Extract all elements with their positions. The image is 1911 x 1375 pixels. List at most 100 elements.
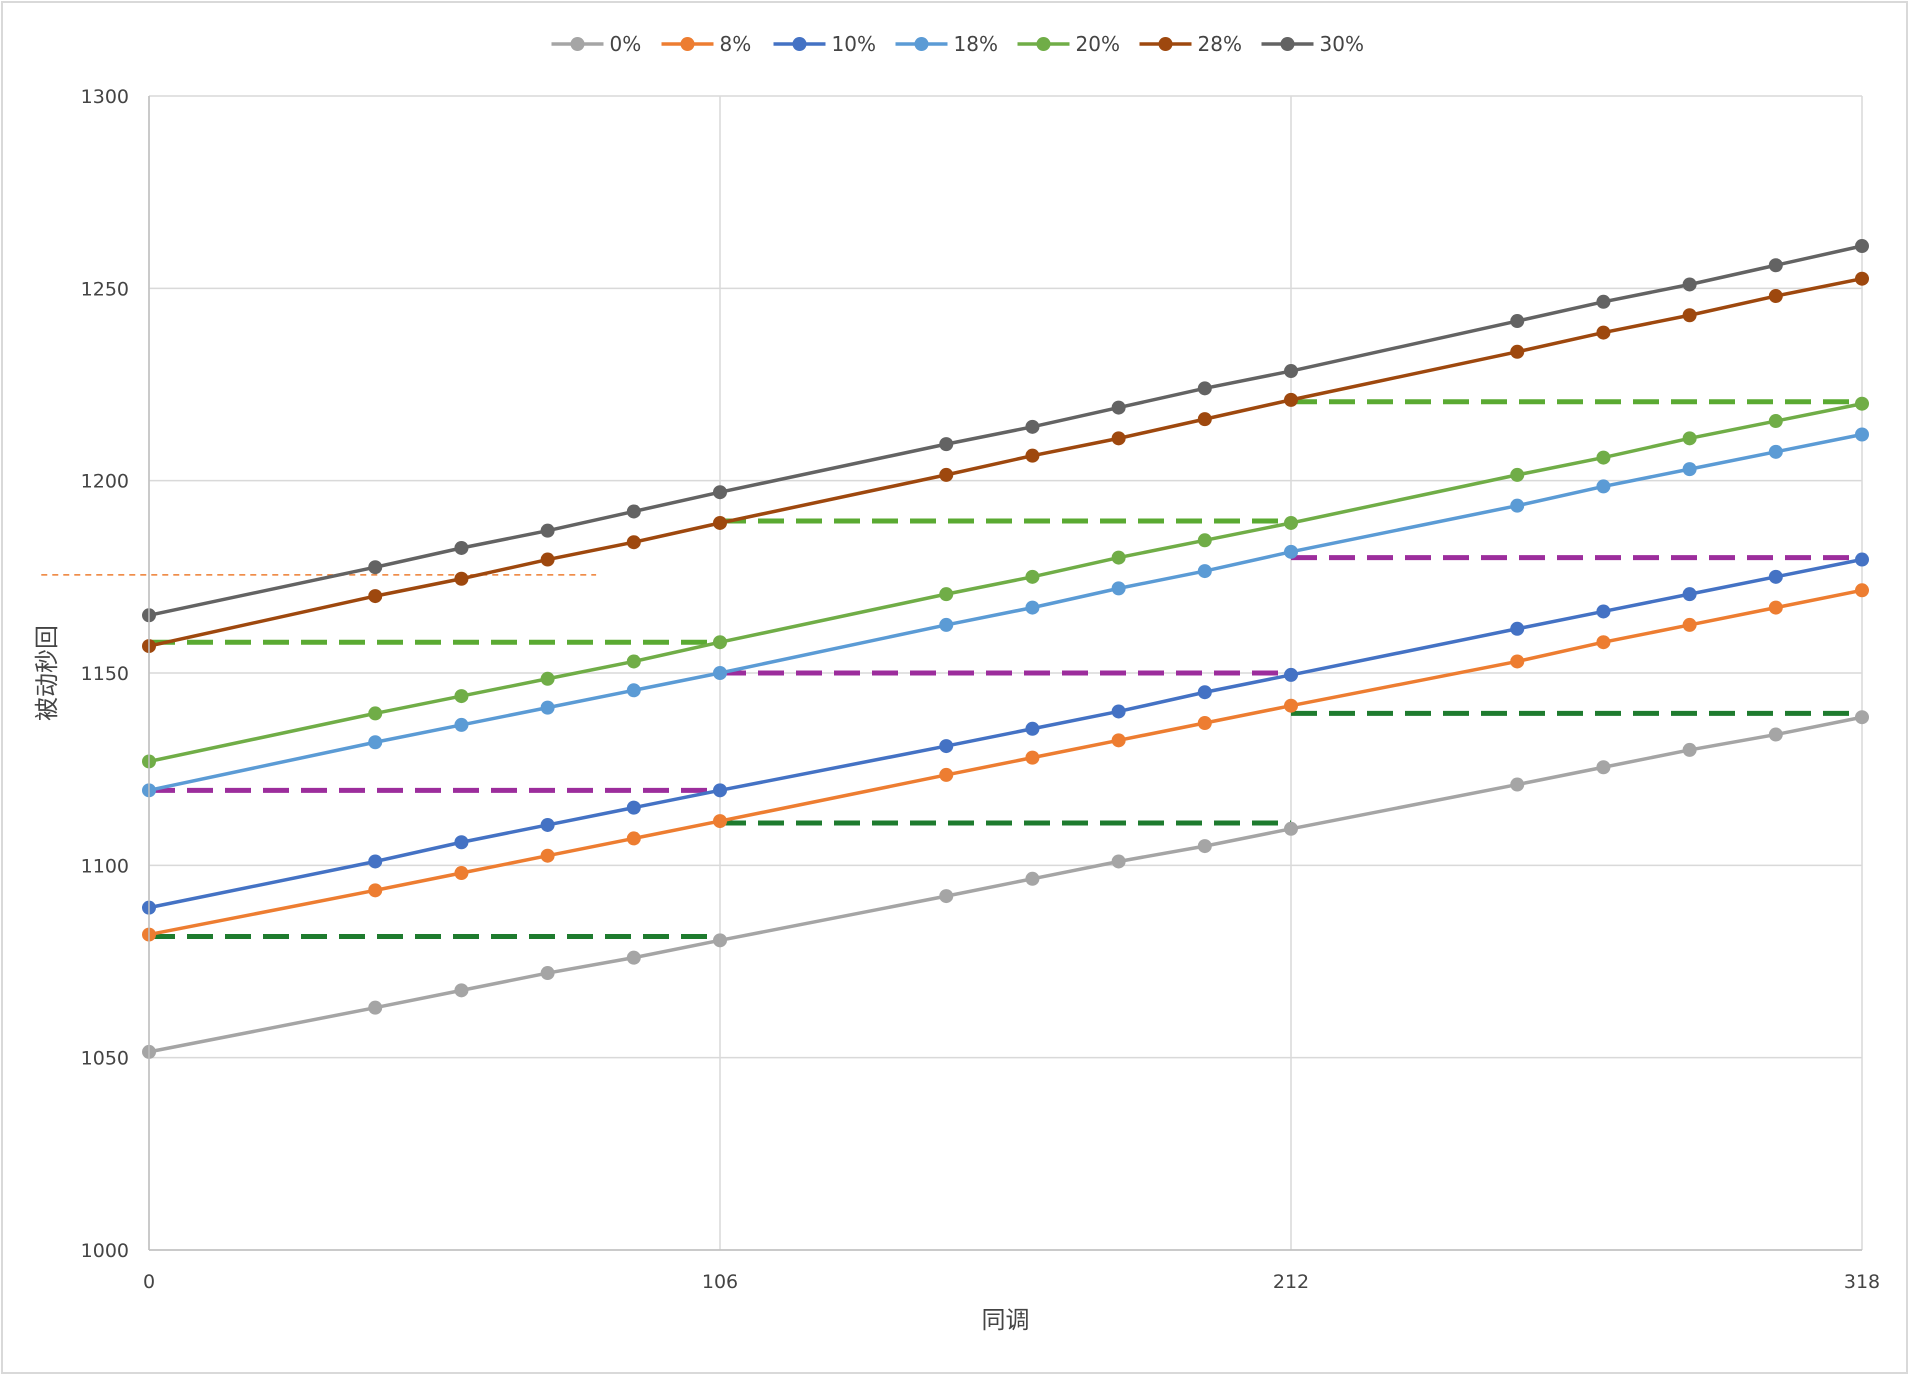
- x-tick-label: 212: [1273, 1271, 1309, 1293]
- data-point: [1596, 635, 1611, 650]
- data-point: [1682, 617, 1697, 632]
- data-point: [1682, 587, 1697, 602]
- data-point: [1510, 621, 1525, 636]
- data-point: [1111, 581, 1126, 596]
- data-point: [1596, 325, 1611, 340]
- y-axis-title: 被动秒回: [33, 625, 61, 721]
- series-line: [148, 588, 1863, 937]
- data-point: [626, 504, 641, 519]
- legend-label: 20%: [1076, 32, 1120, 56]
- data-point: [939, 437, 954, 452]
- data-point: [1111, 704, 1126, 719]
- legend-swatch-marker: [680, 37, 695, 51]
- data-point: [1768, 569, 1783, 584]
- y-tick-label: 1100: [81, 855, 129, 877]
- data-point: [626, 654, 641, 669]
- data-point: [1025, 600, 1040, 615]
- data-point: [1510, 344, 1525, 359]
- series-line: [148, 402, 1863, 764]
- data-point: [1596, 604, 1611, 619]
- data-point: [540, 848, 555, 863]
- legend-label: 30%: [1320, 32, 1364, 56]
- series-18%: [142, 427, 1869, 798]
- data-point: [1855, 710, 1869, 725]
- data-point: [1855, 271, 1869, 286]
- data-point: [454, 835, 469, 850]
- reference-lines: [41, 399, 1862, 939]
- legend-item-20%: 20%: [1017, 32, 1120, 56]
- y-tick-label: 1200: [81, 471, 129, 493]
- data-point: [713, 933, 727, 948]
- data-point: [1596, 760, 1611, 775]
- data-point: [1197, 533, 1212, 548]
- data-point: [368, 854, 383, 869]
- x-tick-label: 318: [1844, 1271, 1880, 1293]
- data-point: [1284, 544, 1298, 559]
- data-point: [1768, 414, 1783, 429]
- data-point: [1197, 716, 1212, 731]
- y-tick-label: 1250: [81, 278, 129, 300]
- x-tick-label: 106: [702, 1271, 738, 1293]
- data-point: [540, 700, 555, 715]
- data-point: [1768, 727, 1783, 742]
- data-point: [1284, 364, 1298, 379]
- legend-swatch-marker: [914, 37, 929, 51]
- data-point: [1284, 821, 1298, 836]
- data-point: [1197, 839, 1212, 854]
- data-point: [540, 552, 555, 567]
- data-point: [1284, 698, 1298, 713]
- data-point: [454, 866, 469, 881]
- gridlines: [148, 95, 1863, 1251]
- data-point: [1111, 431, 1126, 446]
- series-28%: [142, 271, 1869, 654]
- data-point: [626, 950, 641, 965]
- data-point: [1197, 564, 1212, 579]
- legend-item-18%: 18%: [895, 32, 998, 56]
- data-point: [1855, 427, 1869, 442]
- data-point: [454, 571, 469, 586]
- data-point: [1197, 381, 1212, 396]
- legend-swatch-marker: [792, 37, 807, 51]
- data-point: [540, 523, 555, 538]
- data-point: [1510, 498, 1525, 513]
- data-point: [1284, 667, 1298, 682]
- data-point: [540, 966, 555, 981]
- series-line: [148, 557, 1863, 910]
- data-point: [1111, 854, 1126, 869]
- data-point: [1768, 600, 1783, 615]
- data-point: [1025, 448, 1040, 463]
- data-point: [1768, 289, 1783, 304]
- series-layer: [142, 239, 1869, 1059]
- data-point: [1284, 392, 1298, 407]
- legend-item-8%: 8%: [661, 32, 751, 56]
- data-point: [939, 617, 954, 632]
- legend-swatch-marker: [570, 37, 585, 51]
- data-point: [1025, 721, 1040, 736]
- legend-label: 10%: [832, 32, 876, 56]
- data-point: [1025, 419, 1040, 434]
- data-point: [540, 671, 555, 686]
- data-point: [1111, 550, 1126, 565]
- axis-labels: 1000 1050 1100 1150 1200 1250 1300 0 106 212 318 同调…: [33, 86, 1880, 1334]
- data-point: [1682, 431, 1697, 446]
- data-point: [1596, 450, 1611, 465]
- data-point: [1596, 294, 1611, 309]
- data-point: [454, 689, 469, 704]
- legend-item-30%: 30%: [1261, 32, 1364, 56]
- data-point: [1768, 444, 1783, 459]
- series-line: [148, 715, 1863, 1054]
- legend-item-28%: 28%: [1139, 32, 1242, 56]
- data-point: [1855, 552, 1869, 567]
- data-point: [1855, 396, 1869, 411]
- data-point: [368, 589, 383, 604]
- data-point: [626, 800, 641, 815]
- data-point: [1025, 750, 1040, 765]
- data-point: [1510, 314, 1525, 329]
- data-point: [1197, 412, 1212, 427]
- legend-label: 28%: [1198, 32, 1242, 56]
- data-point: [1111, 733, 1126, 748]
- data-point: [1682, 277, 1697, 292]
- series-8%: [142, 583, 1869, 942]
